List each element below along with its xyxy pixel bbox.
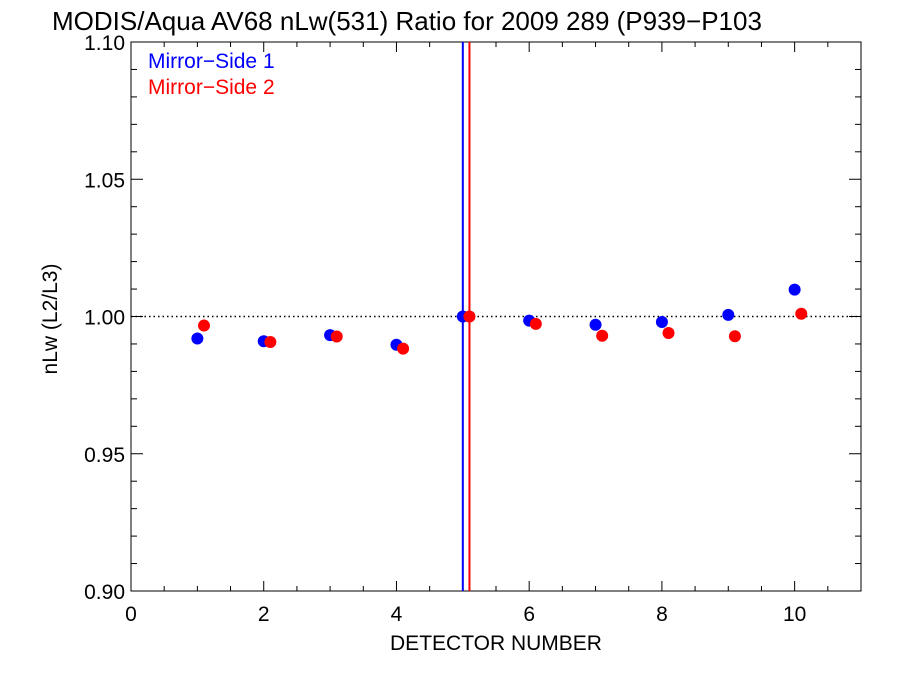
data-point-series-1 <box>722 308 735 321</box>
y-tick-label: 0.95 <box>84 444 125 467</box>
data-point-series-2 <box>198 319 210 332</box>
y-tick-label: 1.10 <box>84 32 125 55</box>
data-point-series-1 <box>788 283 801 296</box>
legend-entry: Mirror−Side 2 <box>148 76 275 99</box>
data-point-series-2 <box>397 342 410 355</box>
data-points <box>191 283 808 355</box>
y-axis-label: nLw (L2/L3) <box>39 264 62 375</box>
data-point-series-2 <box>662 326 675 339</box>
x-tick-label: 4 <box>391 603 403 626</box>
y-tick-label: 1.00 <box>84 307 125 330</box>
chart-title: MODIS/Aqua AV68 nLw(531) Ratio for 2009 … <box>52 6 762 36</box>
y-tick-label: 1.05 <box>84 169 125 192</box>
data-point-series-1 <box>589 318 602 331</box>
y-tick-label: 0.90 <box>84 581 125 604</box>
data-point-series-2 <box>596 329 609 342</box>
data-point-series-1 <box>655 315 668 328</box>
data-point-series-1 <box>191 332 204 345</box>
x-axis-label: DETECTOR NUMBER <box>390 632 602 655</box>
x-tick-label: 8 <box>656 603 668 626</box>
data-point-series-2 <box>795 307 808 320</box>
data-point-series-2 <box>264 336 277 349</box>
data-point-series-2 <box>330 330 343 343</box>
data-point-series-2 <box>728 330 741 343</box>
x-tick-label: 0 <box>125 603 137 626</box>
legend-entry: Mirror−Side 1 <box>148 50 275 73</box>
data-point-series-2 <box>463 310 476 323</box>
data-point-series-2 <box>529 317 542 330</box>
x-tick-label: 2 <box>258 603 270 626</box>
x-tick-label: 6 <box>523 603 535 626</box>
legend: Mirror−Side 1 Mirror−Side 2 <box>148 50 275 99</box>
x-tick-label: 10 <box>783 603 806 626</box>
